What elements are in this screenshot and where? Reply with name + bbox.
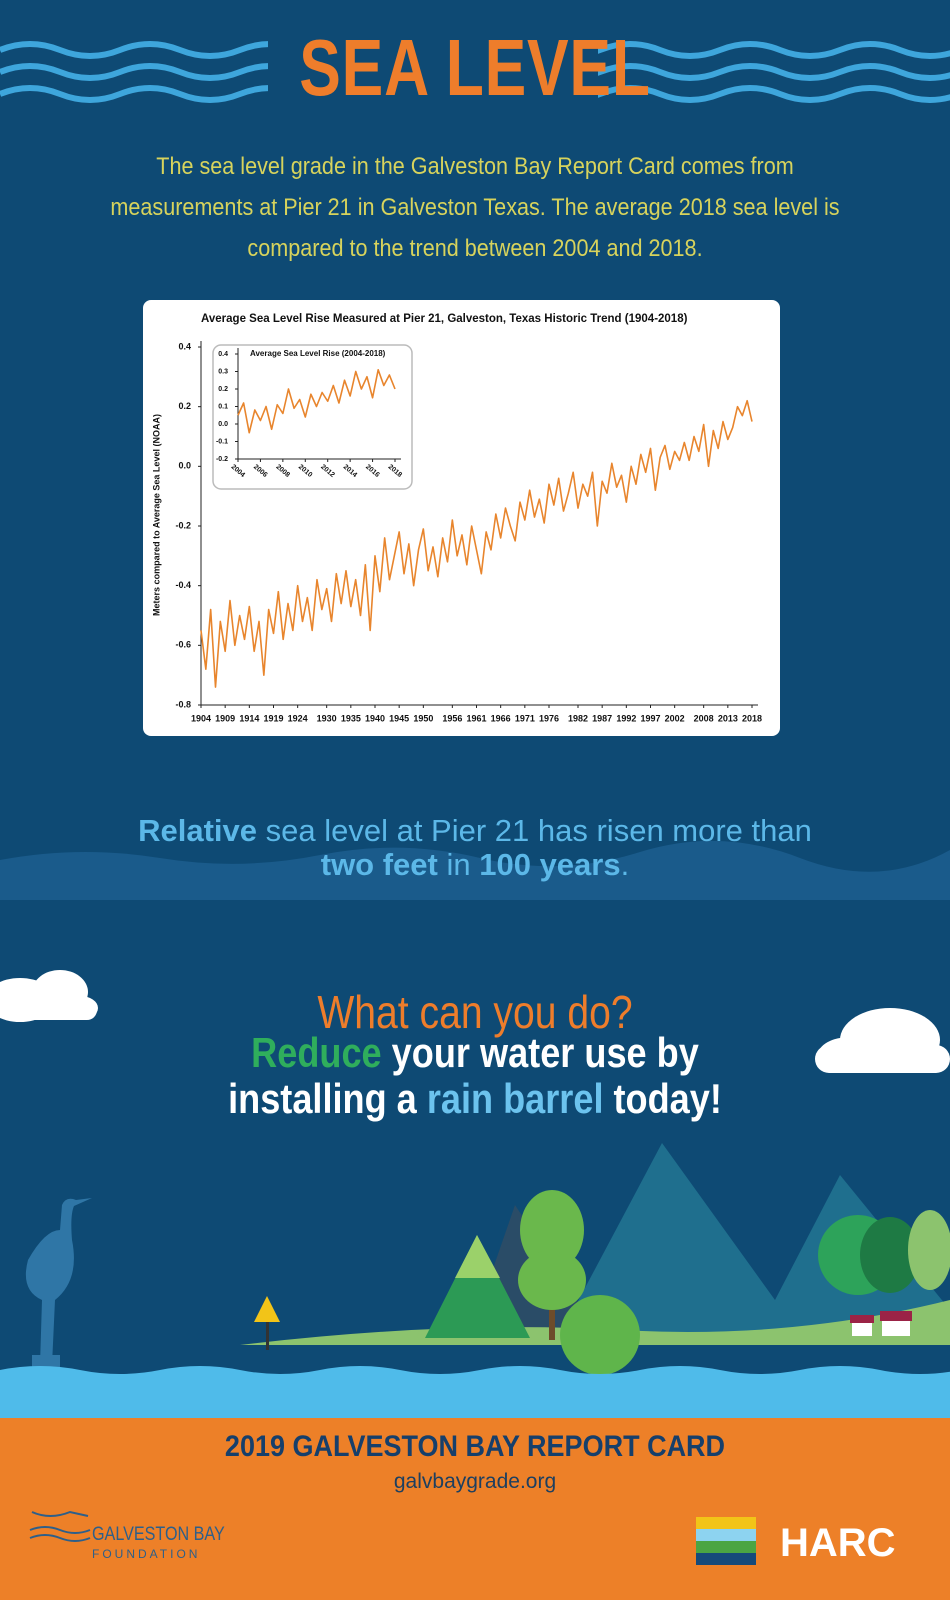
y-tick-label: 0.0 [218, 421, 228, 428]
x-tick-label: 2008 [694, 713, 714, 723]
x-tick-label: 1940 [365, 713, 385, 723]
x-tick-label: 1909 [215, 713, 235, 723]
y-tick-label: 0.2 [218, 386, 228, 393]
emphasis: Reduce [251, 1029, 382, 1076]
x-tick-label: 1982 [568, 713, 588, 723]
x-tick-label: 1924 [288, 713, 308, 723]
text: in [437, 847, 480, 882]
text: your water use by installing a [228, 1029, 699, 1122]
gbf-icon [29, 1510, 91, 1542]
x-tick-label: 1956 [442, 713, 462, 723]
y-tick-label: -0.4 [175, 580, 191, 590]
y-tick-label: 0.3 [218, 368, 228, 375]
logo-text: FOUNDATION [92, 1547, 200, 1561]
x-tick-label: 1976 [539, 713, 559, 723]
y-tick-label: -0.1 [216, 438, 228, 445]
x-tick-label: 2018 [742, 713, 762, 723]
intro: The sea level grade in the Galveston Bay… [110, 153, 840, 262]
wave-band [0, 840, 950, 900]
y-tick-label: -0.6 [175, 640, 191, 650]
y-tick-label: 0.1 [218, 403, 228, 410]
text: . [620, 847, 630, 882]
y-tick-label: -0.2 [216, 456, 228, 463]
emphasis: two feet [320, 847, 438, 882]
chart-title: Average Sea Level Rise (2004-2018) [250, 349, 386, 358]
page-title: SEA LEVEL [299, 23, 651, 112]
x-tick-label: 2013 [718, 713, 738, 723]
x-tick-label: 1904 [191, 713, 211, 723]
logo-text: GALVESTON BAY [92, 1523, 225, 1545]
x-tick-label: 1971 [515, 713, 535, 723]
water [0, 1366, 950, 1418]
data-line [237, 368, 396, 434]
harc-icon [696, 1517, 756, 1565]
x-tick-label: 1919 [263, 713, 283, 723]
footer-title: 2019 GALVESTON BAY REPORT CARD [224, 1430, 726, 1463]
x-tick-label: 1930 [317, 713, 337, 723]
text: today! [603, 1075, 722, 1122]
emphasis: rain barrel [426, 1075, 604, 1122]
x-tick-label: 1914 [239, 713, 259, 723]
y-axis-label: Meters compared to Average Sea Level (NO… [151, 414, 161, 616]
y-tick-label: 0.4 [178, 341, 191, 351]
action: Reduce your water use by installing a ra… [187, 1030, 763, 1122]
x-tick-label: 1935 [341, 713, 361, 723]
callout: Relative sea level at Pier 21 has risen … [120, 814, 830, 882]
x-tick-label: 1987 [592, 713, 612, 723]
logo-text: HARC [780, 1521, 896, 1565]
footer-url: galvbaygrade.org [393, 1470, 557, 1493]
y-tick-label: 0.4 [218, 351, 228, 358]
y-tick-label: -0.2 [175, 520, 191, 530]
x-tick-label: 1966 [491, 713, 511, 723]
x-tick-label: 1950 [413, 713, 433, 723]
y-tick-label: -0.8 [175, 699, 191, 709]
y-tick-label: 0.2 [178, 401, 191, 411]
emphasis: 100 years [479, 847, 621, 882]
landscape [25, 1143, 950, 1375]
text: sea level at Pier 21 has risen more than [257, 813, 812, 848]
inset-box [212, 344, 413, 490]
cloud [815, 1008, 950, 1073]
emphasis: Relative [138, 813, 258, 848]
x-tick-label: 1961 [466, 713, 486, 723]
y-tick-label: 0.0 [178, 461, 191, 471]
question: What can you do? [317, 986, 633, 1038]
chart-title: Average Sea Level Rise Measured at Pier … [201, 313, 688, 325]
x-tick-label: 2002 [665, 713, 685, 723]
x-tick-label: 1992 [616, 713, 636, 723]
cloud [0, 970, 98, 1022]
x-tick-label: 1997 [640, 713, 660, 723]
data-line [200, 399, 753, 688]
x-tick-label: 1945 [389, 713, 409, 723]
title-backdrop [268, 28, 598, 108]
footer-bg [0, 1418, 950, 1600]
